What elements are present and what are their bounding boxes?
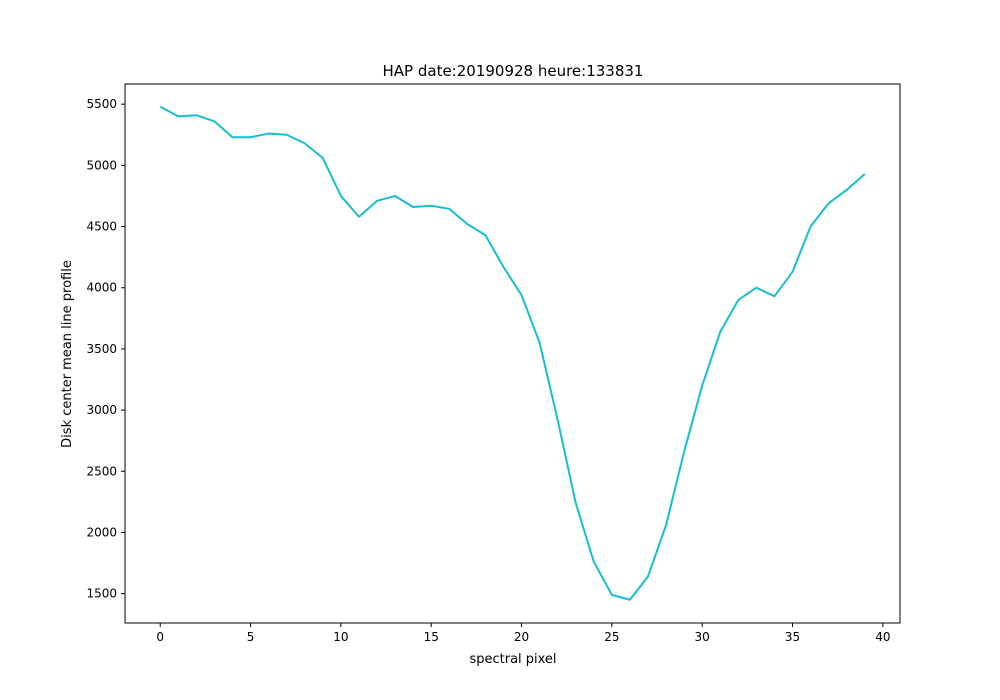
plot-area-frame [124, 83, 901, 624]
y-tick-label: 4500 [86, 220, 117, 234]
x-tick-label: 35 [785, 630, 800, 644]
x-tick-label: 0 [156, 630, 164, 644]
x-tick-label: 5 [247, 630, 255, 644]
x-tick-label: 25 [604, 630, 619, 644]
y-tick-label: 4000 [86, 281, 117, 295]
y-tick-label: 5000 [86, 158, 117, 172]
y-tick-label: 3500 [86, 342, 117, 356]
y-tick-label: 5500 [86, 97, 117, 111]
x-tick-label: 40 [875, 630, 890, 644]
x-tick-label: 10 [333, 630, 348, 644]
x-tick-label: 15 [424, 630, 439, 644]
x-tick-label: 20 [514, 630, 529, 644]
y-tick-label: 2000 [86, 525, 117, 539]
y-tick-label: 1500 [86, 587, 117, 601]
y-tick-label: 2500 [86, 464, 117, 478]
series-line [159, 105, 866, 601]
y-tick-label: 3000 [86, 403, 117, 417]
x-tick-label: 30 [695, 630, 710, 644]
y-axis-ticks: 1500 2000 2500 3000 3500 4000 4500 5000 5500 [86, 97, 125, 601]
x-axis-label: spectral pixel [469, 652, 556, 667]
series-layer [159, 105, 866, 601]
y-axis-label: Disk center mean line profile [60, 260, 75, 448]
chart-title: HAP date:20190928 heure:133831 [383, 62, 644, 80]
x-axis-ticks: 0 5 10 15 20 25 30 35 40 [156, 623, 890, 644]
